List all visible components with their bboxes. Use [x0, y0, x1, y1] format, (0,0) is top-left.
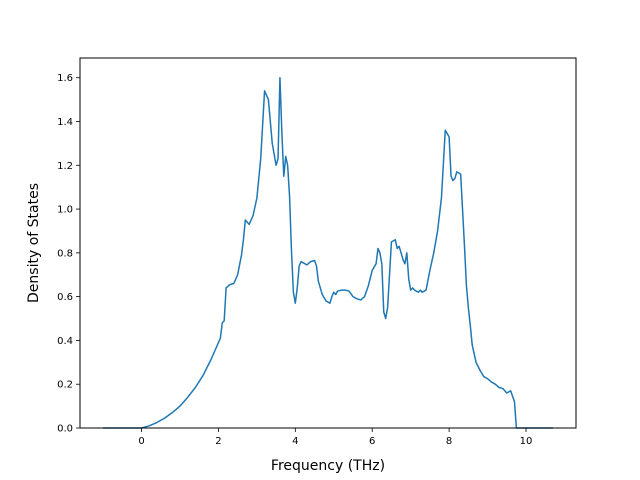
dos-series-line — [103, 76, 553, 429]
y-tick-label: 0.0 — [57, 424, 73, 435]
y-tick-label: 1.0 — [57, 205, 73, 216]
y-tick-label: 0.2 — [57, 380, 73, 391]
y-tick-label: 1.6 — [57, 73, 73, 84]
x-axis-ticks: 0 2 4 6 8 10 — [138, 428, 532, 447]
x-tick-label: 0 — [138, 436, 144, 447]
x-axis-label: Frequency (THz) — [271, 458, 385, 474]
plot-frame — [79, 57, 577, 429]
x-tick-label: 4 — [292, 436, 298, 447]
y-tick-label: 1.2 — [57, 161, 73, 172]
x-tick-label: 2 — [215, 436, 221, 447]
y-axis-ticks: 0.0 0.2 0.4 0.6 0.8 1.0 1.2 1.4 1.6 — [57, 73, 80, 435]
y-tick-label: 0.4 — [57, 336, 73, 347]
x-tick-label: 6 — [369, 436, 375, 447]
x-tick-label: 10 — [520, 436, 533, 447]
y-tick-label: 1.4 — [57, 117, 73, 128]
series-layer — [103, 76, 553, 429]
y-axis-label: Density of States — [26, 183, 42, 303]
y-tick-label: 0.6 — [57, 292, 73, 303]
y-tick-label: 0.8 — [57, 248, 73, 259]
x-tick-label: 8 — [446, 436, 452, 447]
plot-area — [80, 58, 576, 428]
